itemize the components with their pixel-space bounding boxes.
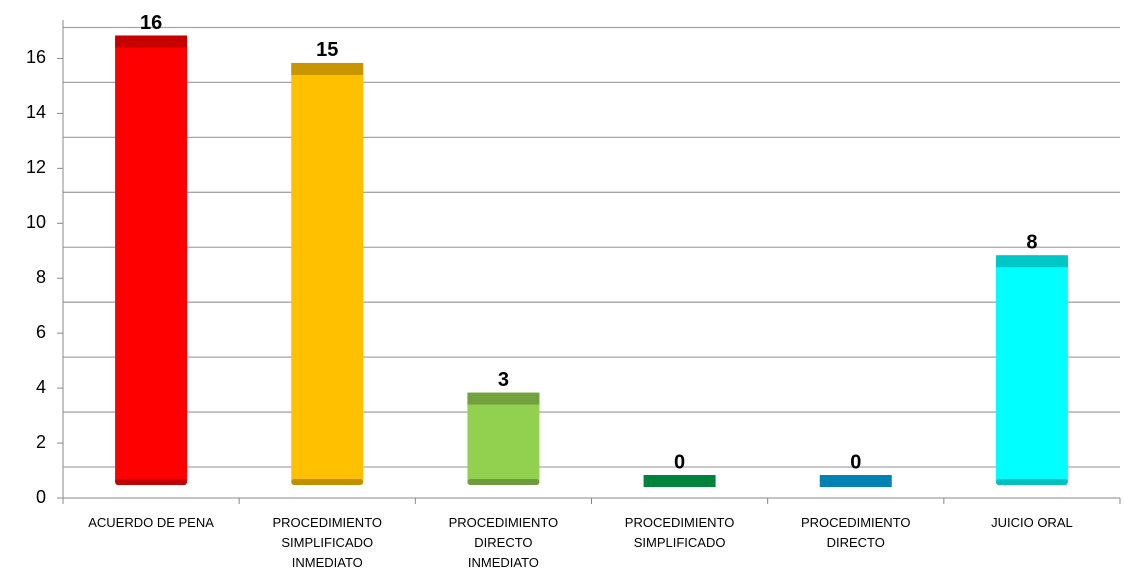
value-label: 15 (316, 39, 338, 61)
value-label: 0 (850, 451, 861, 473)
bar (643, 475, 716, 487)
bar-base (995, 479, 1068, 485)
x-tick-label: PROCEDIMIENTO SIMPLIFICADO (625, 515, 735, 550)
value-label: 16 (140, 12, 162, 34)
y-tick-label: 4 (36, 377, 46, 397)
bar-cap (995, 255, 1068, 268)
x-tick-label: ACUERDO DE PENA (88, 515, 214, 530)
y-tick-label: 14 (26, 102, 46, 122)
y-tick-label: 12 (26, 157, 46, 177)
bar-cap (291, 62, 364, 75)
y-tick-label: 16 (26, 47, 46, 67)
x-tick-label: JUICIO ORAL (991, 515, 1073, 530)
bar (995, 255, 1068, 485)
x-tick-label: PROCEDIMIENTO DIRECTO INMEDIATO (449, 515, 559, 570)
y-tick-label: 2 (36, 432, 46, 452)
bar (291, 62, 364, 486)
x-tick-label: PROCEDIMIENTO DIRECTO (801, 515, 911, 550)
value-label: 3 (498, 369, 509, 391)
value-label: 8 (1026, 232, 1037, 254)
bar-cap (467, 392, 540, 405)
bar-base (291, 479, 364, 485)
y-tick-label: 0 (36, 487, 46, 507)
bar (115, 35, 188, 486)
y-tick-label: 10 (26, 212, 46, 232)
y-tick-label: 6 (36, 322, 46, 342)
value-label: 0 (674, 451, 685, 473)
bar-base (115, 479, 188, 485)
x-tick-label: PROCEDIMIENTO SIMPLIFICADO INMEDIATO (272, 515, 382, 570)
bar-cap (115, 35, 188, 48)
bar-base (467, 479, 540, 485)
bar (819, 475, 892, 487)
y-tick-label: 8 (36, 267, 46, 287)
bar (467, 392, 540, 485)
